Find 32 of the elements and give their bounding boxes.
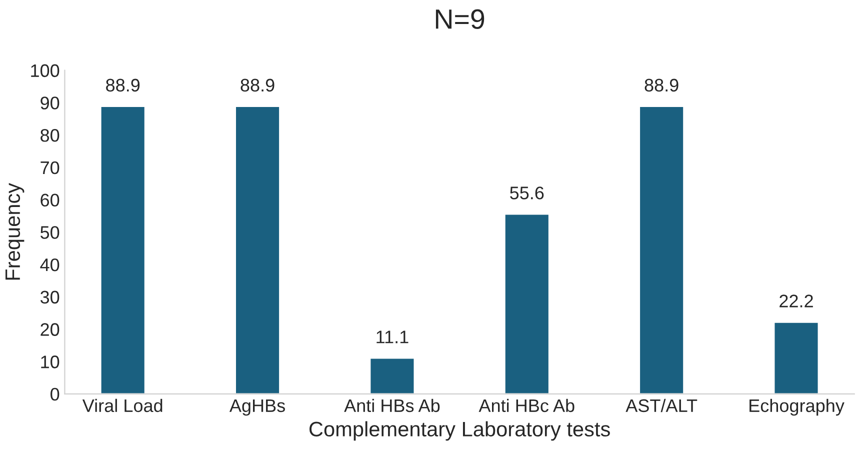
x-tick-label: Echography [750, 398, 844, 416]
data-label: 55.6 [510, 186, 544, 200]
bar [773, 321, 820, 394]
bar [234, 106, 280, 394]
data-label: 88.9 [644, 78, 678, 92]
y-tick-label: 80 [40, 129, 60, 142]
bar [638, 106, 684, 394]
bar [100, 106, 146, 394]
x-tick-label: Anti HBc Ab [478, 398, 574, 412]
y-tick-label: 50 [40, 226, 60, 239]
data-label: 88.9 [240, 78, 274, 92]
y-tick-label: 70 [40, 161, 60, 174]
y-tick-label: 40 [40, 258, 60, 272]
bar [504, 213, 550, 394]
bar [369, 357, 416, 394]
y-tick-label: 10 [41, 356, 60, 368]
y-tick-label: 90 [40, 96, 60, 110]
data-label: 11.1 [376, 330, 408, 344]
y-tick-label: 20 [40, 323, 60, 336]
y-tick-label: 100 [31, 64, 60, 78]
x-tick-label: Viral Load [82, 398, 162, 412]
chart-title: N=9 [436, 9, 484, 29]
x-tick-label: AST/ALT [626, 398, 698, 412]
x-axis-title: Complementary Laboratory tests [310, 421, 610, 441]
y-tick-label: 0 [50, 388, 60, 401]
x-tick-label: Anti HBs Ab [344, 398, 440, 412]
y-axis-title: Frequency [6, 182, 24, 280]
data-label: 88.9 [106, 78, 140, 92]
data-label: 22.2 [780, 294, 813, 308]
x-tick-label: AgHBs [229, 399, 285, 416]
y-tick-label: 60 [40, 194, 60, 207]
y-tick-label: 30 [40, 290, 60, 304]
